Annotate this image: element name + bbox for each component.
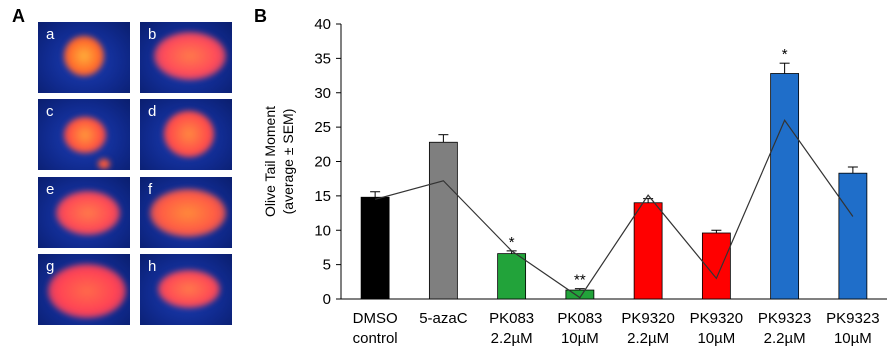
x-tick-label-line2: 10µM [697, 330, 735, 347]
x-tick-label-line2: 2.2µM [627, 330, 669, 347]
x-tick-label-line1: PK9323 [826, 310, 879, 327]
comet-image-f: f [140, 177, 232, 248]
y-tick-label: 10 [314, 222, 331, 239]
x-tick-label-line1: 5-azaC [419, 310, 468, 327]
bar [360, 196, 390, 300]
x-tick-label-line2: control [353, 330, 398, 347]
x-tick-label-line1: PK9320 [621, 310, 674, 327]
comet-image-c: c [38, 99, 130, 170]
significance-marker: ** [574, 272, 586, 289]
x-tick-label-line2: 2.2µM [764, 330, 806, 347]
significance-marker: * [509, 234, 515, 251]
x-tick-label-line1: PK9320 [690, 310, 743, 327]
bar [633, 202, 663, 300]
comet-image-letter: e [46, 181, 55, 198]
y-tick-label: 20 [314, 154, 331, 171]
bar [428, 141, 458, 300]
bar [701, 232, 731, 300]
panel-a-label: A [12, 6, 25, 26]
comet-image-letter: b [148, 26, 157, 43]
comet-image-e: e [38, 177, 130, 248]
y-tick-label: 30 [314, 85, 331, 102]
bar [770, 73, 800, 300]
comet-image-letter: d [148, 103, 157, 120]
comet-image-d: d [140, 99, 232, 170]
panel-b-label: B [254, 6, 267, 26]
y-tick-label: 40 [314, 16, 331, 33]
x-tick-label-line1: PK083 [557, 310, 602, 327]
x-tick-label-line2: 10µM [834, 330, 872, 347]
comet-image-letter: h [148, 258, 157, 275]
bar [838, 172, 868, 300]
y-tick-label: 15 [314, 188, 331, 205]
x-tick-label-line1: DMSO [353, 310, 398, 327]
x-tick-label-line2: 10µM [561, 330, 599, 347]
comet-image-letter: a [46, 26, 55, 43]
bar [497, 253, 527, 300]
x-tick-label-line1: PK083 [489, 310, 534, 327]
comet-image-a: a [38, 22, 130, 93]
y-axis-label-line2: (average ± SEM) [280, 109, 296, 215]
comet-image-letter: c [46, 103, 54, 120]
y-tick-label: 0 [323, 291, 331, 308]
y-tick-label: 35 [314, 50, 331, 67]
comet-image-h: h [140, 254, 232, 325]
olive-tail-moment-chart: 0 5 10 15 20 25 30 35 40 Olive Tail Moment (averag… [262, 16, 887, 347]
comet-image-letter: g [46, 258, 55, 275]
y-axis-label-line1: Olive Tail Moment [262, 106, 278, 217]
y-tick-label: 25 [314, 119, 331, 136]
significance-marker: * [782, 46, 788, 63]
comet-image-grid: a b c d e f g h [38, 22, 236, 326]
comet-image-b: b [140, 22, 232, 93]
y-tick-label: 5 [323, 257, 331, 274]
x-tick-label-line2: 2.2µM [491, 330, 533, 347]
comet-image-letter: f [148, 181, 153, 198]
trend-line [374, 119, 854, 299]
x-tick-label-line1: PK9323 [758, 310, 811, 327]
comet-image-g: g [38, 254, 130, 325]
